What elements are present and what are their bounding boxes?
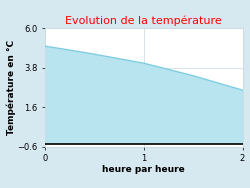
Y-axis label: Température en °C: Température en °C [6,40,16,135]
X-axis label: heure par heure: heure par heure [102,165,185,174]
Title: Evolution de la température: Evolution de la température [66,16,222,26]
